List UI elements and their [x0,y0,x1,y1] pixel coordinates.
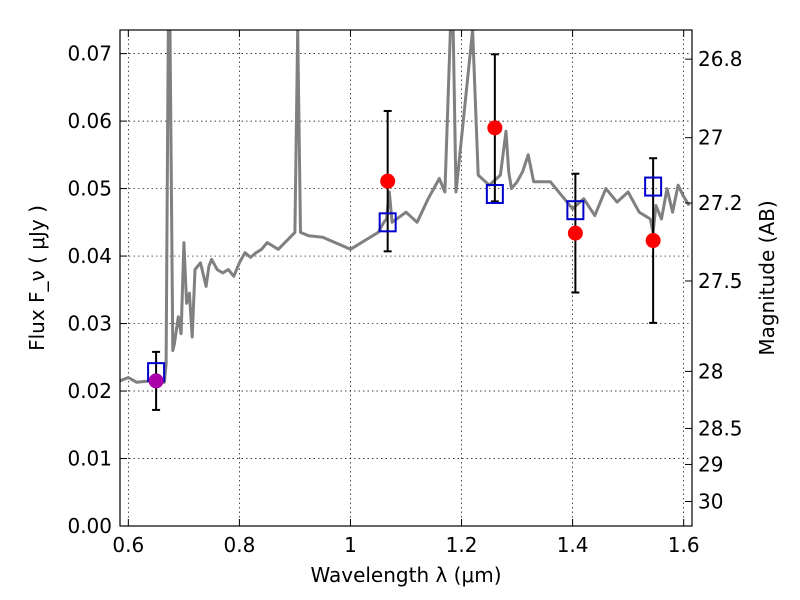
y-tick-label: 0.04 [67,244,112,268]
x-tick-label: 0.6 [112,533,144,557]
plot-frame [119,29,693,527]
right-axis-label: Magnitude (AB) [755,200,779,355]
x-tick-label: 1 [344,533,357,557]
y-axis-label: Flux F_ν ( μJy ) [25,205,49,351]
mag-tick-label: 27.2 [698,191,743,215]
x-tick-label: 1.2 [446,533,478,557]
x-tick-label: 0.8 [223,533,255,557]
x-axis-label: Wavelength λ (μm) [310,563,501,587]
mag-tick-label: 30 [698,489,723,513]
y-tick-label: 0.02 [67,379,112,403]
y-tick-label: 0.07 [67,42,112,66]
model-band-point [485,183,504,204]
y-tick-label: 0.06 [67,109,112,133]
x-tick-label: 1.6 [668,533,700,557]
y-tick-label: 0.05 [67,177,112,201]
observed-point [645,233,661,249]
model-band-point [644,176,663,197]
observed-point [148,373,164,389]
y-tick-label: 0.01 [67,447,112,471]
series-layer [120,30,691,411]
y-tick-label: 0.03 [67,312,112,336]
mag-tick-label: 27 [698,126,723,150]
mag-tick-label: 29 [698,452,723,476]
y-tick-label: 0.00 [67,514,112,538]
observed-point [487,120,503,136]
mag-tick-label: 27.5 [698,269,743,293]
model-band-point [378,212,397,233]
model-band-point [566,200,585,221]
mag-tick-label: 28.5 [698,416,743,440]
axes-layer: 0.6 0.8 1 1.2 1.4 1.6 0.00 0.01 0.02 0.03 0.04 0.05… [67,30,743,557]
model-spectrum-line [120,30,691,385]
observed-point [380,173,396,189]
mag-tick-label: 28 [698,359,723,383]
observed-point [567,225,583,241]
x-tick-label: 1.4 [557,533,589,557]
mag-tick-label: 26.8 [698,47,743,71]
grid-lines [120,30,692,526]
